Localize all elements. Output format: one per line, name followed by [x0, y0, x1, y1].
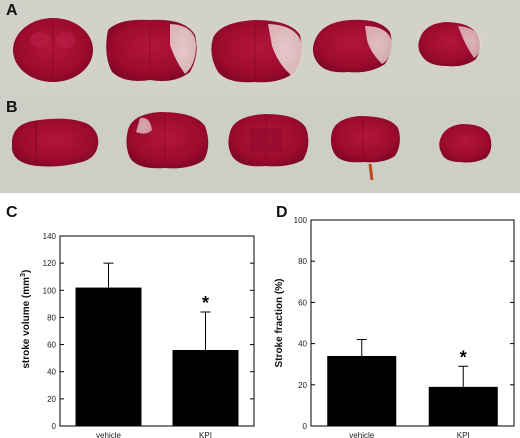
plot-frame — [59, 235, 255, 427]
y-tick-label: 100 — [43, 286, 57, 295]
x-tick-label: KPI — [199, 431, 212, 438]
significance-marker: * — [460, 347, 467, 367]
row-a-slice-4 — [312, 19, 392, 73]
y-tick-label: 140 — [43, 232, 57, 241]
y-tick-label: 60 — [47, 341, 56, 350]
y-tick-label: 120 — [43, 259, 57, 268]
panel-label-a: A — [6, 2, 18, 19]
y-axis-label: stroke volume (mm3) — [19, 269, 33, 369]
row-b-slice-2 — [126, 112, 209, 169]
bar-vehicle — [75, 287, 142, 426]
y-tick-label: 20 — [47, 395, 56, 404]
significance-marker: * — [202, 293, 209, 313]
plot-frame — [310, 219, 515, 427]
row-a-slice-3 — [211, 20, 303, 83]
x-tick-label: vehicle — [96, 431, 121, 438]
row-b-slice-5 — [439, 124, 492, 163]
y-tick-label: 20 — [298, 381, 307, 390]
bar-vehicle — [327, 355, 397, 426]
y-tick-label: 100 — [294, 216, 308, 225]
row-b-slice-3 — [228, 114, 309, 167]
y-tick-label: 40 — [298, 340, 307, 349]
panel-label-b: B — [6, 99, 18, 116]
y-tick-label: 80 — [298, 257, 307, 266]
y-tick-label: 0 — [303, 422, 308, 431]
row-a-slice-1 — [13, 18, 93, 82]
y-tick-label: 40 — [47, 368, 56, 377]
y-tick-label: 80 — [47, 313, 56, 322]
row-b-slice-1 — [12, 118, 99, 167]
bar-kpi — [428, 386, 498, 426]
y-axis-label: Stroke fraction (%) — [274, 279, 285, 368]
row-b-slice-4 — [330, 116, 400, 181]
y-tick-label: 0 — [52, 422, 57, 431]
x-tick-label: KPI — [457, 431, 470, 438]
row-a-slice-5 — [418, 22, 482, 67]
stroke-fraction-chart: 0 20 40 60 80 100 vehicle KPI * Stroke fraction (… — [260, 200, 520, 438]
x-tick-label: vehicle — [349, 431, 374, 438]
row-a-slice-2 — [106, 19, 197, 81]
bar-kpi — [172, 350, 239, 426]
panel-label-d: D — [276, 204, 288, 221]
brain-slices-photo — [0, 0, 520, 193]
panel-label-c: C — [6, 204, 18, 221]
y-tick-label: 60 — [298, 298, 307, 307]
stroke-volume-chart: 0 20 40 60 80 100 120 140 vehicle KPI * stroke vol… — [0, 200, 260, 438]
